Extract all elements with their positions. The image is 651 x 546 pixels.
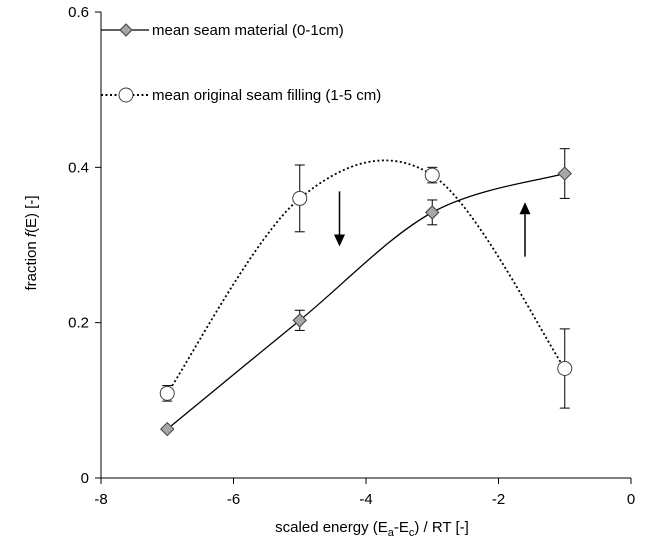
data-point-circle <box>424 167 440 183</box>
data-point-diamond <box>425 205 440 220</box>
y-tick-label: 0 <box>81 470 89 487</box>
arrow-down-head <box>334 234 345 247</box>
data-point-diamond <box>292 313 307 328</box>
legend: mean seam material (0-1cm) mean original… <box>101 22 381 104</box>
annotation-arrows <box>334 191 531 257</box>
data-point-circle <box>292 190 308 206</box>
legend-item-seam-filling: mean original seam filling (1-5 cm) <box>101 87 381 104</box>
x-tick-label: -2 <box>492 491 505 508</box>
legend-diamond-marker <box>119 23 133 37</box>
plot-area <box>100 12 631 479</box>
x-tick-label: -6 <box>227 491 240 508</box>
arrow-up-head <box>519 202 531 215</box>
legend-item-seam-material: mean seam material (0-1cm) <box>101 22 344 39</box>
data-point-diamond <box>557 166 572 181</box>
data-point-circle <box>557 360 573 376</box>
data-point-diamond <box>160 421 175 437</box>
series-markers <box>159 166 573 437</box>
y-tick-label: 0.6 <box>68 4 89 21</box>
series-curves <box>166 159 566 430</box>
series-line-seam-material <box>166 172 565 430</box>
series-line-seam-filling <box>166 159 566 394</box>
x-tick-label: -8 <box>94 491 107 508</box>
x-tick-label: -4 <box>359 491 372 508</box>
legend-label-seam-filling: mean original seam filling (1-5 cm) <box>152 87 381 104</box>
y-tick-label: 0.4 <box>68 159 89 176</box>
x-axis-ticks: -8 -6 -4 -2 0 <box>94 478 635 508</box>
error-bars <box>162 148 570 409</box>
legend-label-seam-material: mean seam material (0-1cm) <box>152 22 344 39</box>
x-axis-title: scaled energy (Ea-Ec) / RT [-] <box>275 519 469 539</box>
data-point-circle <box>159 385 175 401</box>
legend-circle-marker <box>118 87 134 103</box>
y-tick-label: 0.2 <box>68 315 89 332</box>
x-tick-label: 0 <box>627 491 635 508</box>
y-axis-ticks: 0 0.2 0.4 0.6 <box>68 4 101 487</box>
y-axis-title: fraction f(E) [-] <box>23 195 40 290</box>
